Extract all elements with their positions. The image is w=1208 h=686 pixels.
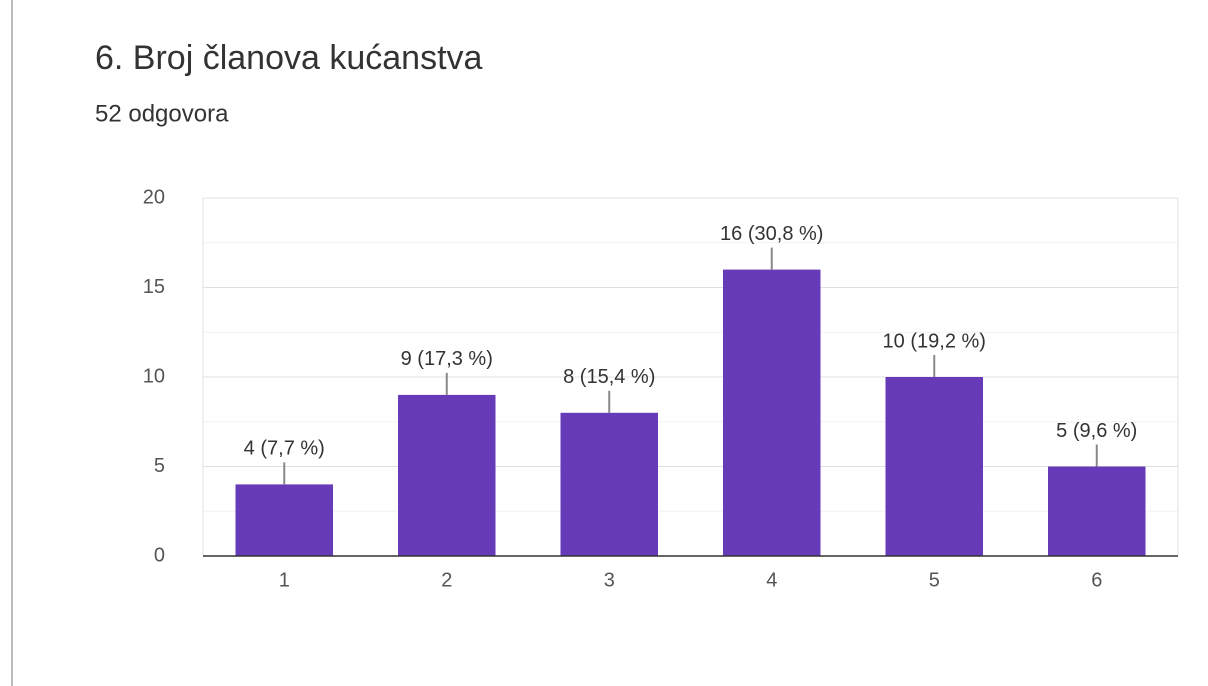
y-tick-label: 5 xyxy=(154,455,165,477)
bar xyxy=(885,377,983,556)
bar xyxy=(560,412,658,556)
x-tick-label: 2 xyxy=(441,569,452,591)
x-tick-label: 6 xyxy=(1091,569,1102,591)
value-label: 4 (7,7 %) xyxy=(244,438,325,460)
y-tick-label: 20 xyxy=(143,186,165,208)
value-label: 9 (17,3 %) xyxy=(401,348,493,370)
value-label: 16 (30,8 %) xyxy=(720,223,823,245)
bar xyxy=(723,269,821,556)
value-label: 10 (19,2 %) xyxy=(883,330,986,352)
x-tick-label: 1 xyxy=(279,569,290,591)
x-tick-label: 3 xyxy=(604,569,615,591)
bar xyxy=(398,394,496,556)
chart-title: 6. Broj članova kućanstva xyxy=(95,39,483,77)
y-tick-label: 15 xyxy=(143,276,165,298)
y-tick-label: 10 xyxy=(143,365,165,387)
value-label: 5 (9,6 %) xyxy=(1056,420,1137,442)
x-tick-label: 5 xyxy=(929,569,940,591)
y-tick-label: 0 xyxy=(154,544,165,566)
value-label: 8 (15,4 %) xyxy=(563,366,655,388)
bar xyxy=(1048,466,1146,556)
bar xyxy=(235,484,333,556)
x-tick-label: 4 xyxy=(766,569,777,591)
chart-subtitle: 52 odgovora xyxy=(95,100,229,127)
